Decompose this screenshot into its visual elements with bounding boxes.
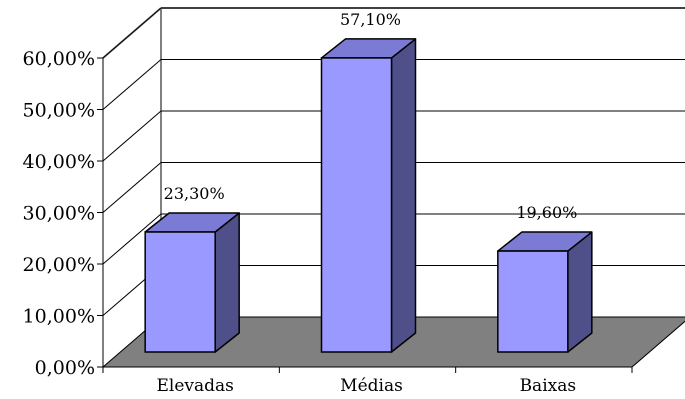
bar-elevadas: [144, 212, 240, 353]
bar-médias: [320, 38, 417, 353]
y-tick-label-4: 40,00%: [23, 151, 95, 173]
gridline-side-5: [102, 59, 162, 110]
bar-front-1: [320, 57, 393, 353]
bar-side-1: [390, 38, 417, 353]
y-tick-label-0: 0,00%: [35, 357, 95, 379]
labels: 23,30% Elevadas 57,10% Médias 19,60% Baixas: [156, 10, 577, 396]
x-category-label-1: Médias: [340, 376, 403, 396]
bar-front-2: [497, 250, 569, 353]
bar-front-0: [144, 231, 216, 353]
gridline-side-4: [102, 110, 162, 162]
gridline-side-2: [102, 213, 162, 265]
gridline-side-6: [102, 7, 162, 59]
y-tick-label-1: 10,00%: [23, 306, 95, 328]
x-category-label-2: Baixas: [520, 376, 577, 396]
bars: [144, 38, 593, 353]
bar-side-2: [567, 231, 593, 353]
y-tick-label-3: 30,00%: [23, 203, 95, 225]
y-tick-label-2: 20,00%: [23, 254, 95, 276]
data-label-2: 19,60%: [516, 203, 577, 222]
bar-side-0: [214, 212, 240, 353]
gridlines: [102, 7, 685, 316]
x-category-label-0: Elevadas: [156, 376, 233, 396]
y-tick-label-5: 50,00%: [23, 100, 95, 122]
gridline-side-3: [102, 162, 162, 213]
axes: 0,00% 10,00% 20,00% 30,00% 40,00% 50,00% 60,00…: [23, 48, 633, 379]
y-tick-label-6: 60,00%: [23, 48, 95, 70]
data-label-1: 57,10%: [340, 10, 401, 29]
bar-baixas: [497, 231, 593, 353]
data-label-0: 23,30%: [164, 184, 225, 203]
